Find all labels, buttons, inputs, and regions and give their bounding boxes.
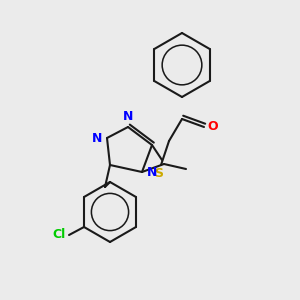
Text: Cl: Cl bbox=[53, 229, 66, 242]
Text: N: N bbox=[123, 110, 133, 123]
Text: N: N bbox=[147, 166, 158, 178]
Text: O: O bbox=[207, 121, 217, 134]
Text: N: N bbox=[92, 131, 102, 145]
Text: S: S bbox=[154, 167, 164, 180]
